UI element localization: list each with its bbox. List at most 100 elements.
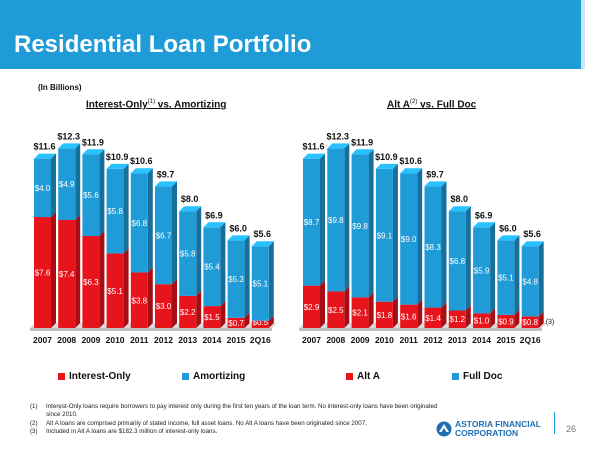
footnote-number: (1) — [30, 403, 38, 410]
left-bar-interest-only-2014 — [203, 306, 221, 328]
footnote-number: (2) — [30, 419, 38, 427]
right-data-label: $2.9 — [304, 303, 320, 312]
right-legend-label-2: Full Doc — [463, 371, 503, 382]
right-bar-full-doc-2007 — [303, 158, 320, 286]
left-chart-title-main: Interest-Only — [86, 99, 148, 111]
left-chart-title-rest: vs. Amortizing — [155, 99, 227, 111]
left-legend-item-amortizing: Amortizing — [182, 371, 245, 382]
left-bar-side-amortizing-2015 — [244, 235, 250, 318]
right-bar-alt-a-2015 — [497, 314, 515, 328]
right-bar-alt-a-2Q16 — [521, 316, 539, 328]
right-category-label: 2009 — [351, 335, 370, 345]
right-data-label: $5.9 — [474, 266, 490, 275]
left-bar-top-2009 — [82, 149, 105, 155]
right-floor-edge — [299, 328, 542, 331]
right-data-label: $9.8 — [328, 216, 344, 225]
right-total-label: $10.6 — [399, 156, 422, 166]
left-bar-side-interest-only-2014 — [220, 301, 226, 328]
footnote-1: (1) Interest-Only loans require borrower… — [30, 403, 450, 420]
left-bar-interest-only-2010 — [106, 253, 124, 328]
right-bar-side-alt-a-2012 — [441, 302, 447, 328]
page-number: 26 — [566, 424, 577, 434]
left-data-label: $1.5 — [204, 313, 220, 322]
right-data-label: $6.8 — [450, 257, 466, 266]
right-bar-top-2007 — [303, 153, 325, 159]
right-bar-top-2011 — [400, 168, 423, 174]
left-category-label: 2008 — [57, 335, 76, 345]
left-category-label: 2Q16 — [250, 335, 271, 345]
right-bar-side-alt-a-2Q16 — [538, 311, 544, 328]
left-bar-interest-only-2007 — [34, 217, 51, 328]
right-bar-full-doc-2015 — [497, 240, 515, 315]
left-bar-amortizing-2008 — [58, 148, 76, 220]
left-data-label: $6.8 — [132, 219, 148, 228]
right-bar-top-2008 — [327, 143, 350, 149]
right-category-label: 2012 — [424, 335, 443, 345]
left-total-label: $9.7 — [157, 169, 175, 179]
left-bar-amortizing-2013 — [179, 211, 197, 296]
right-bar-alt-a-2013 — [448, 310, 466, 328]
left-bar-side-interest-only-2008 — [75, 214, 81, 328]
right-bar-side-full-doc-2012 — [441, 181, 447, 308]
left-data-label: $5.1 — [107, 287, 123, 296]
legend-swatch-red — [346, 373, 353, 380]
right-total-label: $6.0 — [499, 223, 517, 233]
left-category-label: 2014 — [202, 335, 221, 345]
footnote-text: Alt A loans are comprised primarily of s… — [46, 419, 367, 427]
right-bar-full-doc-2008 — [327, 148, 345, 292]
right-legend-item-alt-a: Alt A — [346, 371, 380, 382]
left-bar-interest-only-2012 — [155, 284, 172, 328]
left-data-label: $5.8 — [107, 207, 123, 216]
right-total-label: $8.0 — [451, 194, 469, 204]
left-bar-amortizing-2012 — [155, 186, 172, 285]
footnote-number: (3) — [30, 428, 38, 436]
left-data-label: $4.0 — [35, 184, 51, 193]
right-bar-side-full-doc-2014 — [490, 222, 496, 314]
left-data-label: $6.7 — [156, 231, 172, 240]
right-bar-full-doc-2014 — [473, 227, 491, 314]
right-data-label: $9.1 — [377, 231, 393, 240]
right-chart-title-main: Alt A — [387, 99, 410, 111]
right-bar-alt-a-2007 — [303, 285, 320, 328]
banner-edge — [581, 0, 585, 69]
right-category-label: 2015 — [496, 335, 515, 345]
right-bar-side-full-doc-2015 — [514, 235, 520, 315]
right-bar-side-full-doc-2010 — [392, 163, 398, 302]
company-logo: ASTORIA FINANCIAL CORPORATION — [436, 420, 541, 438]
left-bar-amortizing-2009 — [82, 154, 100, 237]
right-category-label: 2008 — [326, 335, 345, 345]
left-bar-amortizing-2007 — [34, 158, 51, 218]
left-bar-side-amortizing-2010 — [123, 163, 129, 254]
right-data-label: $0.9 — [498, 317, 514, 326]
left-category-label: 2013 — [178, 335, 197, 345]
left-category-label: 2007 — [33, 335, 52, 345]
legend-swatch-red — [58, 373, 65, 380]
left-total-label: $8.0 — [181, 194, 199, 204]
footnote-3: (3) Included in Alt A loans are $182.3 m… — [30, 428, 450, 436]
left-bar-amortizing-2011 — [130, 173, 148, 273]
right-bar-side-full-doc-2013 — [465, 206, 471, 311]
astoria-logo-icon — [436, 421, 452, 437]
right-bar-top-2010 — [375, 163, 398, 169]
right-bar-full-doc-2011 — [400, 173, 418, 305]
left-bar-interest-only-2011 — [130, 272, 148, 328]
left-total-label: $6.0 — [229, 223, 247, 233]
right-category-label: 2007 — [302, 335, 321, 345]
right-bar-side-alt-a-2010 — [392, 296, 398, 328]
left-bar-side-amortizing-2008 — [75, 143, 81, 220]
right-bar-side-alt-a-2007 — [320, 280, 325, 328]
left-bar-top-2008 — [58, 143, 81, 149]
right-bar-full-doc-2012 — [424, 186, 442, 308]
left-chart-title: Interest-Only(1) vs. Amortizing — [86, 99, 226, 110]
right-bar-side-alt-a-2013 — [465, 305, 471, 328]
left-total-label: $11.9 — [82, 137, 104, 147]
right-chart-title-footnote: (2) — [409, 99, 418, 105]
left-category-label: 2010 — [106, 335, 125, 345]
right-chart-title: Alt A(2) vs. Full Doc — [387, 99, 476, 110]
right-total-label: $5.6 — [523, 229, 541, 239]
right-data-label: $9.8 — [352, 222, 368, 231]
right-data-label: $1.8 — [377, 311, 393, 320]
right-data-label: $1.2 — [450, 315, 466, 324]
left-chart-title-footnote: (1) — [147, 99, 156, 105]
